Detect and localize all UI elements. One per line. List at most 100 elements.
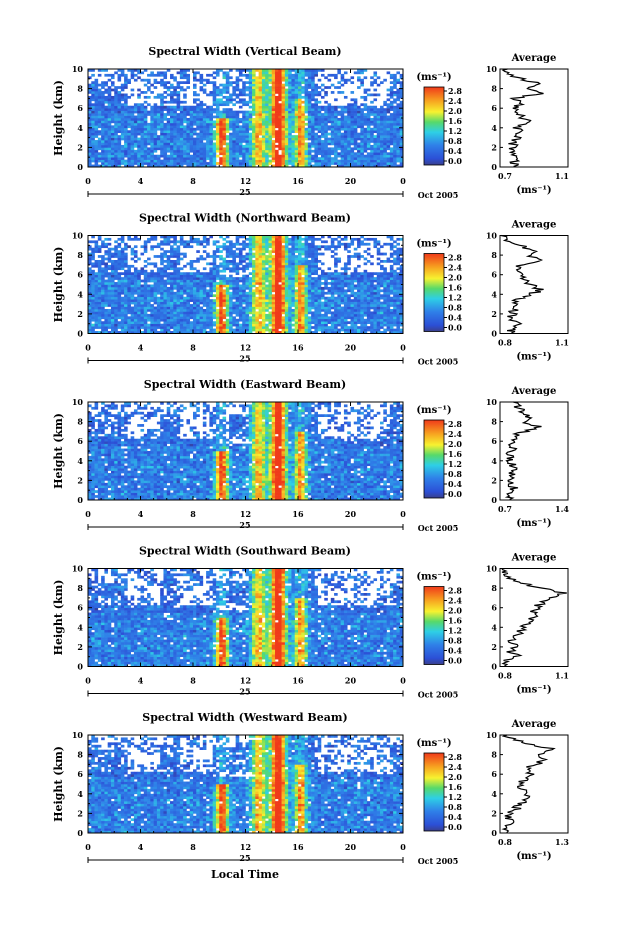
heatmap-cell: [137, 291, 141, 295]
heatmap-cell: [235, 313, 240, 317]
heatmap-cell: [261, 127, 266, 131]
heatmap-cell: [258, 125, 263, 129]
heatmap-cell: [281, 93, 286, 97]
heatmap-cell: [107, 309, 112, 312]
heatmap-cell: [298, 105, 302, 109]
heatmap-cell: [265, 306, 269, 310]
heatmap-cell: [320, 140, 325, 143]
heatmap-cell: [137, 284, 141, 288]
heatmap-cell: [248, 137, 253, 141]
heatmap-cell: [242, 277, 246, 280]
heatmap-cell: [107, 286, 112, 290]
heatmap-cell: [150, 277, 154, 280]
heatmap-cell: [186, 78, 191, 82]
heatmap-cell: [107, 73, 112, 77]
heatmap-cell: [143, 260, 148, 263]
heatmap-cell: [130, 164, 135, 168]
heatmap-cell: [196, 115, 200, 119]
heatmap-cell: [225, 118, 230, 121]
heatmap-cell: [127, 115, 131, 119]
heatmap-cell: [291, 135, 296, 138]
heatmap-cell: [147, 284, 151, 288]
heatmap-cell: [160, 284, 164, 288]
heatmap-cell: [307, 71, 312, 75]
heatmap-cell: [124, 260, 128, 263]
heatmap-cell: [130, 299, 135, 302]
heatmap-cell: [389, 142, 394, 146]
heatmap-cell: [386, 122, 391, 126]
heatmap-cell: [281, 120, 286, 124]
heatmap-cell: [232, 294, 236, 298]
heatmap-cell: [278, 76, 282, 80]
heatmap-cell: [261, 164, 266, 168]
heatmap-cell: [212, 100, 217, 104]
heatmap-cell: [360, 115, 364, 119]
heatmap-cell: [229, 296, 233, 300]
heatmap-cell: [147, 164, 151, 168]
heatmap-cell: [235, 299, 240, 302]
heatmap-cell: [101, 157, 105, 160]
heatmap-cell: [143, 272, 148, 275]
heatmap-cell: [212, 267, 217, 271]
heatmap-cell: [258, 264, 263, 268]
heatmap-cell: [307, 159, 312, 163]
heatmap-cell: [225, 152, 230, 156]
heatmap-cell: [193, 118, 197, 121]
heatmap-cell: [193, 140, 197, 143]
heatmap-cell: [252, 159, 256, 163]
heatmap-cell: [235, 301, 240, 305]
heatmap-cell: [258, 279, 263, 283]
heatmap-cell: [363, 142, 368, 146]
heatmap-cell: [202, 142, 207, 146]
heatmap-cell: [166, 255, 171, 258]
heatmap-cell: [252, 264, 256, 268]
heatmap-cell: [199, 144, 204, 148]
heatmap-cell: [212, 323, 217, 327]
heatmap-cell: [160, 95, 164, 99]
heatmap-cell: [88, 255, 92, 258]
heatmap-cell: [389, 86, 394, 89]
heatmap-cell: [140, 311, 145, 315]
heatmap-cell: [291, 144, 296, 148]
heatmap-cell: [104, 83, 108, 87]
heatmap-cell: [294, 110, 299, 114]
heatmap-cell: [301, 118, 305, 121]
heatmap-cell: [232, 144, 236, 148]
heatmap-cell: [248, 93, 253, 97]
heatmap-cell: [114, 115, 118, 119]
heatmap-cell: [275, 154, 279, 158]
heatmap-cell: [248, 127, 253, 131]
heatmap-cell: [324, 93, 328, 97]
heatmap-cell: [389, 73, 394, 77]
heatmap-cell: [137, 294, 141, 298]
heatmap-cell: [242, 162, 246, 165]
heatmap-cell: [258, 113, 263, 116]
heatmap-cell: [137, 118, 141, 121]
heatmap-cell: [199, 88, 204, 92]
heatmap-cell: [298, 162, 302, 165]
heatmap-cell: [245, 115, 250, 119]
heatmap-cell: [232, 316, 236, 320]
heatmap-cell: [183, 316, 187, 320]
heatmap-cell: [193, 318, 197, 322]
heatmap-cell: [288, 115, 292, 119]
heatmap-cell: [150, 91, 154, 94]
heatmap-cell: [252, 162, 256, 165]
heatmap-cell: [235, 152, 240, 156]
heatmap-cell: [117, 115, 122, 119]
heatmap-cell: [199, 110, 204, 114]
heatmap-cell: [255, 321, 259, 324]
heatmap-cell: [202, 120, 207, 124]
heatmap-cell: [265, 137, 269, 141]
heatmap-cell: [88, 159, 92, 163]
heatmap-cell: [88, 323, 92, 327]
heatmap-cell: [140, 127, 145, 131]
heatmap-cell: [330, 110, 335, 114]
avg-y-tick-label: 2: [491, 142, 497, 152]
heatmap-cell: [133, 118, 138, 121]
heatmap-cell: [252, 267, 256, 271]
heatmap-cell: [232, 306, 236, 310]
heatmap-cell: [156, 122, 161, 126]
heatmap-cell: [219, 93, 223, 97]
heatmap-cell: [91, 272, 95, 275]
